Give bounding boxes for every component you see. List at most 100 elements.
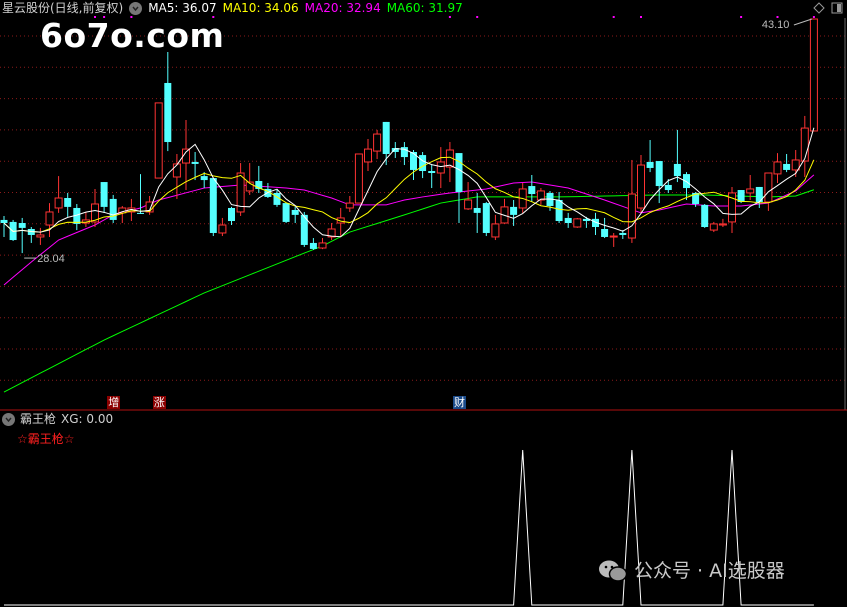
candle <box>36 227 45 245</box>
candle <box>419 151 427 179</box>
candle-body <box>718 223 727 226</box>
diamond-icon[interactable] <box>813 2 825 14</box>
indicator-value: XG: 0.00 <box>61 412 114 426</box>
event-marker <box>212 16 215 18</box>
ma20-label: MA20: 32.94 <box>304 1 381 15</box>
event-marker <box>776 16 779 18</box>
candle-body <box>755 186 763 202</box>
candle-body <box>627 193 636 239</box>
candle <box>336 207 345 237</box>
candle-body <box>728 192 736 223</box>
candle <box>282 203 290 224</box>
event-tag[interactable]: 财 <box>453 396 466 409</box>
event-marker <box>640 16 642 18</box>
candle <box>683 172 690 200</box>
candle-body <box>45 211 54 226</box>
candle <box>582 216 590 228</box>
candle <box>318 238 327 250</box>
candle <box>27 226 35 243</box>
candle-body <box>646 161 654 168</box>
candle <box>728 186 736 233</box>
ma10-label: MA10: 34.06 <box>222 1 299 15</box>
event-marker <box>94 16 96 18</box>
candle <box>410 150 417 181</box>
event-marker <box>612 16 615 18</box>
candle-body <box>491 223 500 238</box>
candle-body <box>482 203 490 233</box>
candle-body <box>683 174 690 189</box>
candle <box>182 119 190 191</box>
candle <box>91 188 99 227</box>
corner-watermark-text: 公众号 · AI选股器 <box>634 560 785 582</box>
panel-toggle-icon[interactable] <box>831 2 843 14</box>
candle <box>18 217 26 254</box>
chevron-down-icon[interactable] <box>2 413 15 426</box>
candle <box>445 142 454 183</box>
candle-body <box>536 190 545 201</box>
candle-body <box>345 202 354 209</box>
candle <box>709 221 718 233</box>
watermark: 6o7o.com <box>40 16 225 55</box>
candle <box>564 212 572 228</box>
candle-body <box>182 148 190 164</box>
candle <box>592 212 599 235</box>
candle-body <box>164 82 172 143</box>
candle <box>482 201 490 237</box>
candle-body <box>692 192 700 204</box>
event-marker <box>740 16 743 18</box>
candle <box>81 211 90 227</box>
corner-watermark: 公众号 · AI选股器 <box>598 558 785 584</box>
candle-body <box>809 18 818 132</box>
candle <box>773 153 782 183</box>
candle-body <box>783 163 791 170</box>
candle-body <box>382 121 390 154</box>
candle <box>73 203 81 231</box>
chart-header: 星云股份(日线,前复权) MA5: 36.07 MA10: 34.06 MA20… <box>2 1 463 16</box>
candle <box>746 175 755 200</box>
candle <box>573 217 582 228</box>
candle-body <box>373 133 382 152</box>
candle-body <box>637 164 645 209</box>
candle <box>809 18 818 132</box>
candle <box>164 51 172 152</box>
candle <box>800 115 809 177</box>
candle <box>354 153 363 204</box>
candle <box>464 182 473 210</box>
candle-body <box>273 192 281 205</box>
candle-body <box>592 218 599 227</box>
candle-body <box>137 212 144 214</box>
candle <box>555 192 563 224</box>
candle <box>382 121 390 166</box>
event-tag[interactable]: 涨 <box>152 396 166 409</box>
candle <box>64 192 72 217</box>
candle <box>755 186 763 208</box>
candle <box>701 203 709 228</box>
event-tag[interactable]: 增 <box>107 396 121 409</box>
candle-body <box>436 161 445 174</box>
candle <box>191 151 199 181</box>
candle <box>673 129 681 183</box>
ma60-line <box>3 189 815 393</box>
candle <box>646 140 654 173</box>
candle <box>400 142 408 166</box>
candle <box>345 196 354 212</box>
candle-body <box>0 219 8 224</box>
candle-body <box>391 148 399 152</box>
candle-body <box>64 198 72 207</box>
candle-body <box>309 242 317 249</box>
candle <box>291 206 299 224</box>
candle <box>391 142 399 158</box>
wechat-icon <box>599 560 628 582</box>
candle <box>109 194 117 224</box>
candle <box>273 190 281 207</box>
candle-body <box>209 178 217 233</box>
candle <box>54 176 63 213</box>
candle-body <box>619 232 627 235</box>
candle-body <box>36 234 45 238</box>
chevron-down-icon[interactable] <box>129 2 143 15</box>
max-price-arrow <box>793 18 813 26</box>
candle <box>209 178 217 237</box>
candle <box>528 175 536 202</box>
candle-body <box>364 148 372 163</box>
